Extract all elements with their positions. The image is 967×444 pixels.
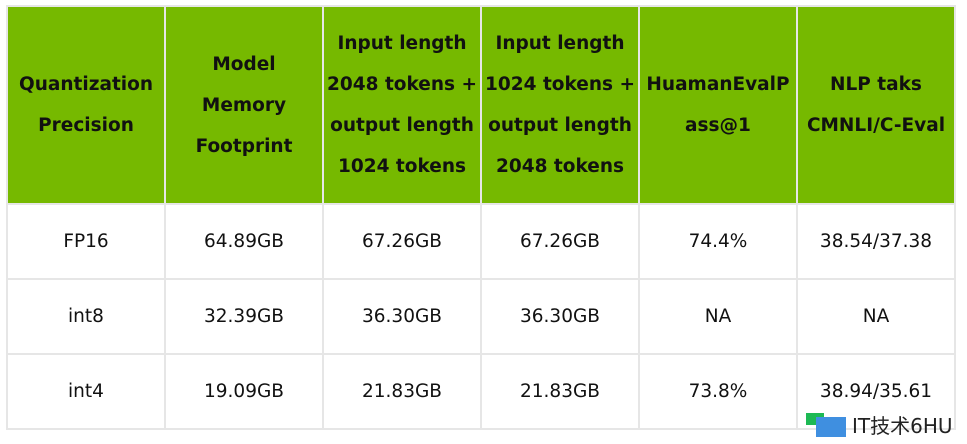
cell: 36.30GB [480, 278, 640, 355]
cell: NA [796, 278, 956, 355]
cell: 67.26GB [322, 203, 482, 280]
cell: 19.09GB [164, 353, 324, 430]
cell: int4 [6, 353, 166, 430]
header-memory: Model Memory Footprint [164, 5, 324, 205]
header-precision: Quantization Precision [6, 5, 166, 205]
quantization-table: Quantization Precision Model Memory Foot… [6, 5, 956, 430]
header-humaneval: HuamanEvalPass@1 [638, 5, 798, 205]
watermark-logo-icon [806, 412, 846, 437]
cell: 74.4% [638, 203, 798, 280]
cell: 67.26GB [480, 203, 640, 280]
cell: 21.83GB [322, 353, 482, 430]
cell: 73.8% [638, 353, 798, 430]
table-row: int8 32.39GB 36.30GB 36.30GB NA NA [6, 278, 956, 355]
watermark-text: IT技术6HU [852, 414, 953, 438]
cell: 38.54/37.38 [796, 203, 956, 280]
cell: int8 [6, 278, 166, 355]
header-row: Quantization Precision Model Memory Foot… [6, 5, 956, 205]
cell: NA [638, 278, 798, 355]
cell: 64.89GB [164, 203, 324, 280]
table-row: FP16 64.89GB 67.26GB 67.26GB 74.4% 38.54… [6, 203, 956, 280]
cell: FP16 [6, 203, 166, 280]
cell: 21.83GB [480, 353, 640, 430]
table-row: int4 19.09GB 21.83GB 21.83GB 73.8% 38.94… [6, 353, 956, 430]
header-input-2048: Input length 2048 tokens + output length… [322, 5, 482, 205]
watermark: IT技术6HU [806, 410, 953, 439]
cell: 32.39GB [164, 278, 324, 355]
cell: 36.30GB [322, 278, 482, 355]
header-nlp: NLP taks CMNLI/C-Eval [796, 5, 956, 205]
header-input-1024: Input length 1024 tokens + output length… [480, 5, 640, 205]
